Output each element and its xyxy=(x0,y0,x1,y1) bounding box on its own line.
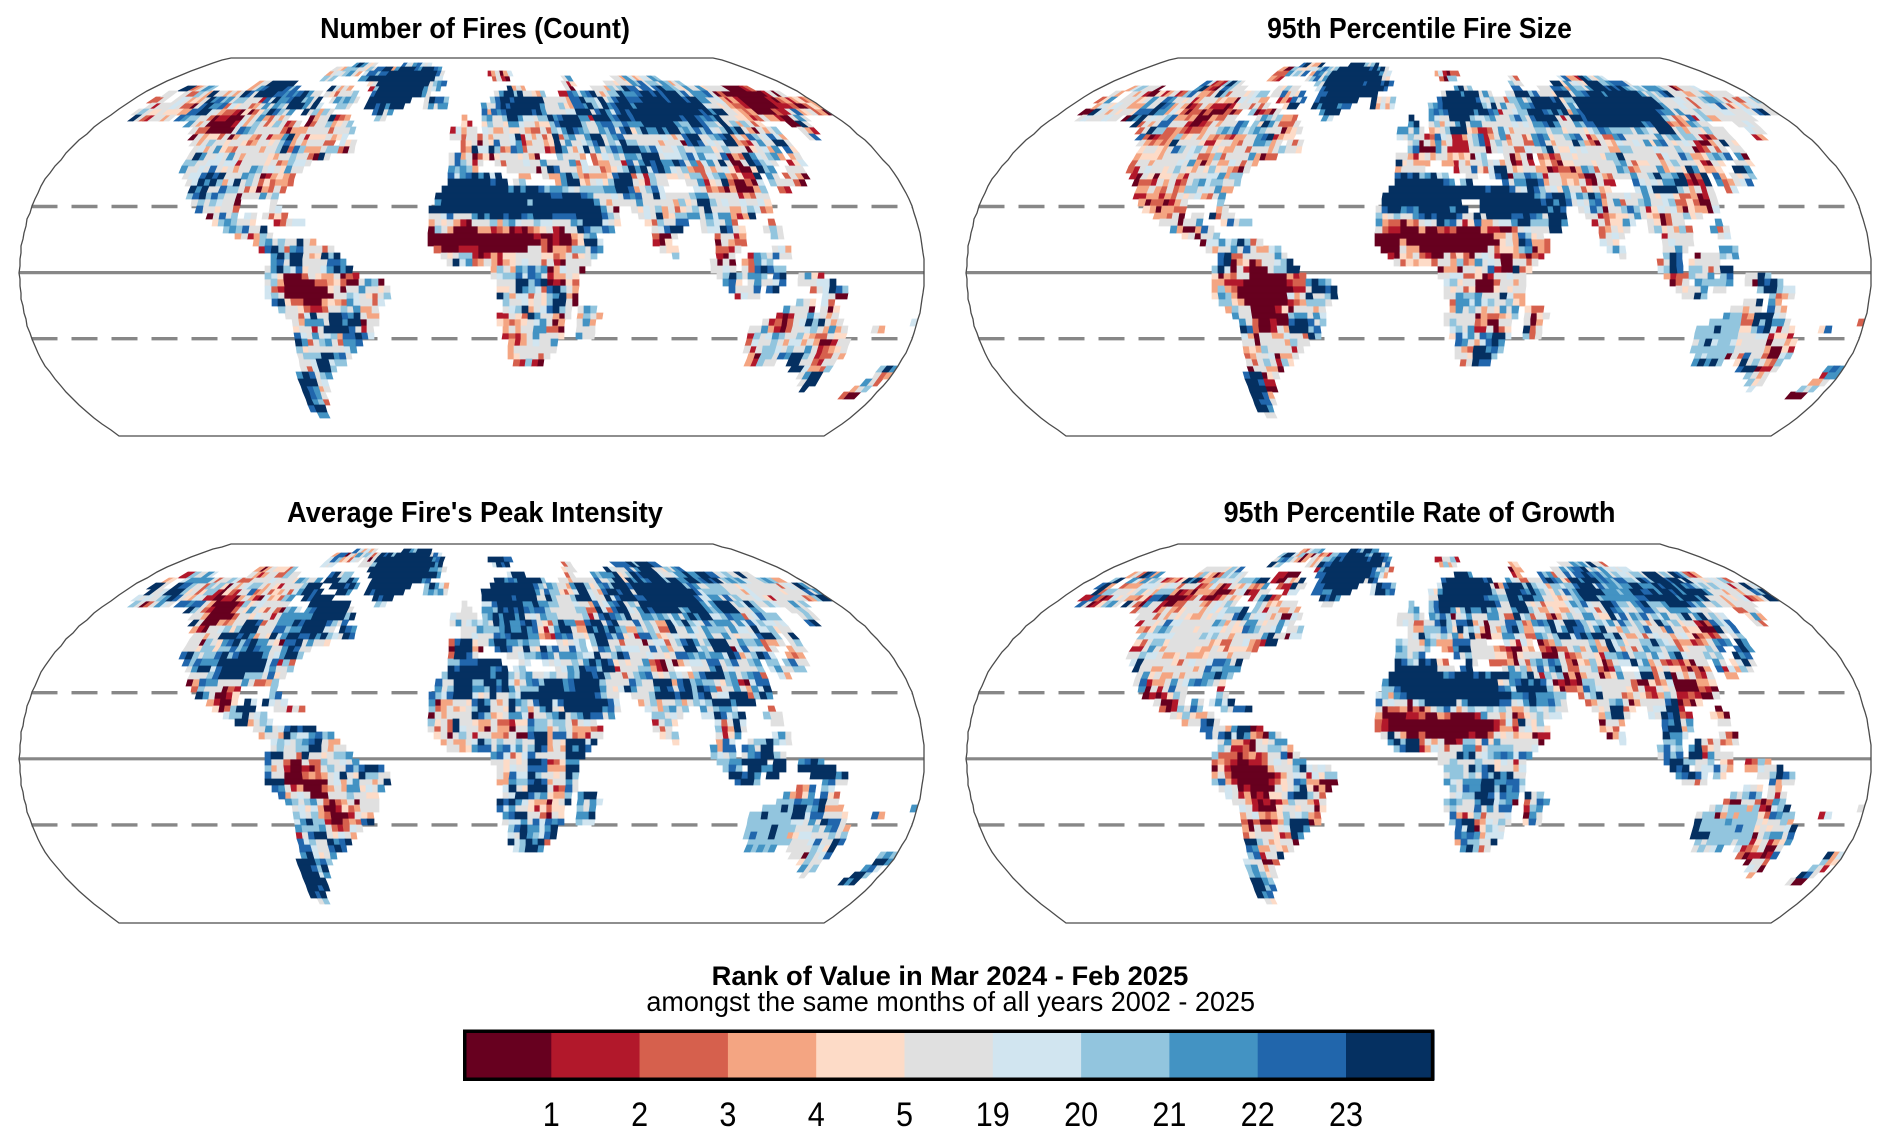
svg-text:4: 4 xyxy=(808,1096,825,1134)
svg-text:Number of Fires (Count): Number of Fires (Count) xyxy=(320,12,630,44)
svg-text:5: 5 xyxy=(896,1096,913,1134)
svg-text:Average Fire's Peak Intensity: Average Fire's Peak Intensity xyxy=(287,496,663,528)
svg-text:Rank of Value in Mar 2024 - Fe: Rank of Value in Mar 2024 - Feb 2025 xyxy=(712,960,1189,991)
svg-text:22: 22 xyxy=(1241,1096,1275,1134)
svg-text:19: 19 xyxy=(976,1096,1010,1134)
svg-text:95th Percentile Rate of Growth: 95th Percentile Rate of Growth xyxy=(1224,496,1616,528)
svg-text:3: 3 xyxy=(719,1096,736,1134)
svg-text:2: 2 xyxy=(631,1096,648,1134)
svg-text:1: 1 xyxy=(543,1096,560,1134)
svg-text:21: 21 xyxy=(1152,1096,1186,1134)
svg-text:23: 23 xyxy=(1329,1096,1363,1134)
svg-text:95th Percentile Fire Size: 95th Percentile Fire Size xyxy=(1267,12,1572,44)
svg-text:amongst the same months of all: amongst the same months of all years 200… xyxy=(646,986,1255,1017)
svg-text:20: 20 xyxy=(1064,1096,1098,1134)
